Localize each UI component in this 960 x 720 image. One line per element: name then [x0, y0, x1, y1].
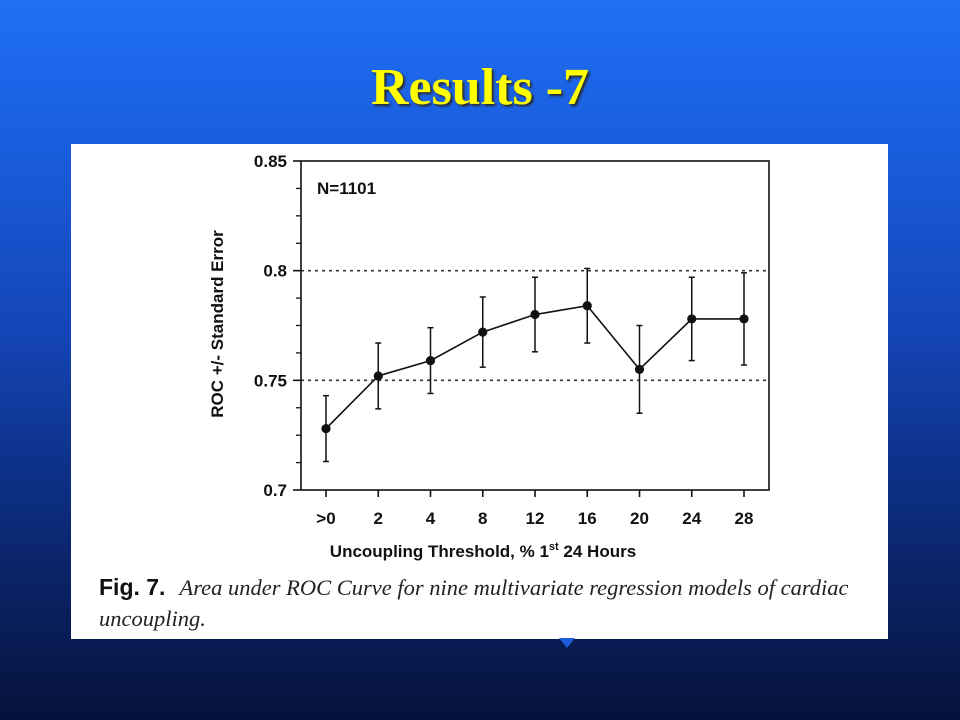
roc-chart: 0.70.750.80.85 >0 2 4 8 12 16 20 24 28 N=1101 RO… — [208, 152, 770, 561]
x-tick-label: 4 — [426, 509, 436, 528]
data-point — [321, 423, 331, 434]
figure-caption: Fig. 7. Area under ROC Curve for nine mul… — [99, 572, 879, 634]
figure-caption-text: Area under ROC Curve for nine multivaria… — [99, 575, 849, 631]
y-axis-label: ROC +/- Standard Error — [208, 230, 227, 418]
figure-panel: 0.7 0.75 0.8 0.85 >0 2 4 8 12 16 20 24 28 N=1101 RO… — [71, 144, 888, 639]
y-tick-label: 0.7 — [263, 481, 287, 500]
data-point — [739, 314, 749, 324]
y-tick-label: 0.85 — [254, 152, 287, 171]
x-axis-label-superscript: st — [549, 541, 559, 553]
data-point — [478, 327, 488, 337]
y-tick-label: 0.75 — [254, 371, 287, 390]
data-point — [582, 301, 592, 311]
slide-title: Results -7 — [370, 59, 590, 116]
data-point — [687, 314, 697, 324]
y-tick-label: 0.8 — [263, 262, 287, 281]
x-axis-label: Uncoupling Threshold, % 1st 24 Hours — [330, 541, 636, 561]
figure-caption-label: Fig. 7. — [99, 574, 166, 600]
x-tick-label: 12 — [526, 509, 545, 528]
data-point — [530, 309, 540, 320]
x-tick-label: >0 — [316, 509, 335, 528]
data-point — [373, 371, 383, 381]
x-axis-label-main: Uncoupling Threshold, % 1 — [330, 542, 549, 561]
sample-size-annotation: N=1101 — [317, 179, 376, 198]
x-tick-label: 28 — [735, 509, 754, 528]
x-tick-label: 20 — [630, 509, 649, 528]
x-tick-label: 2 — [374, 509, 383, 528]
x-tick-label: 16 — [578, 509, 597, 528]
data-point — [634, 364, 645, 374]
slide-decoration-arrow — [559, 638, 575, 648]
data-point — [425, 355, 436, 366]
x-tick-label: 24 — [682, 509, 701, 528]
x-tick-label: 8 — [478, 509, 487, 528]
x-axis-label-tail: 24 Hours — [559, 542, 636, 561]
